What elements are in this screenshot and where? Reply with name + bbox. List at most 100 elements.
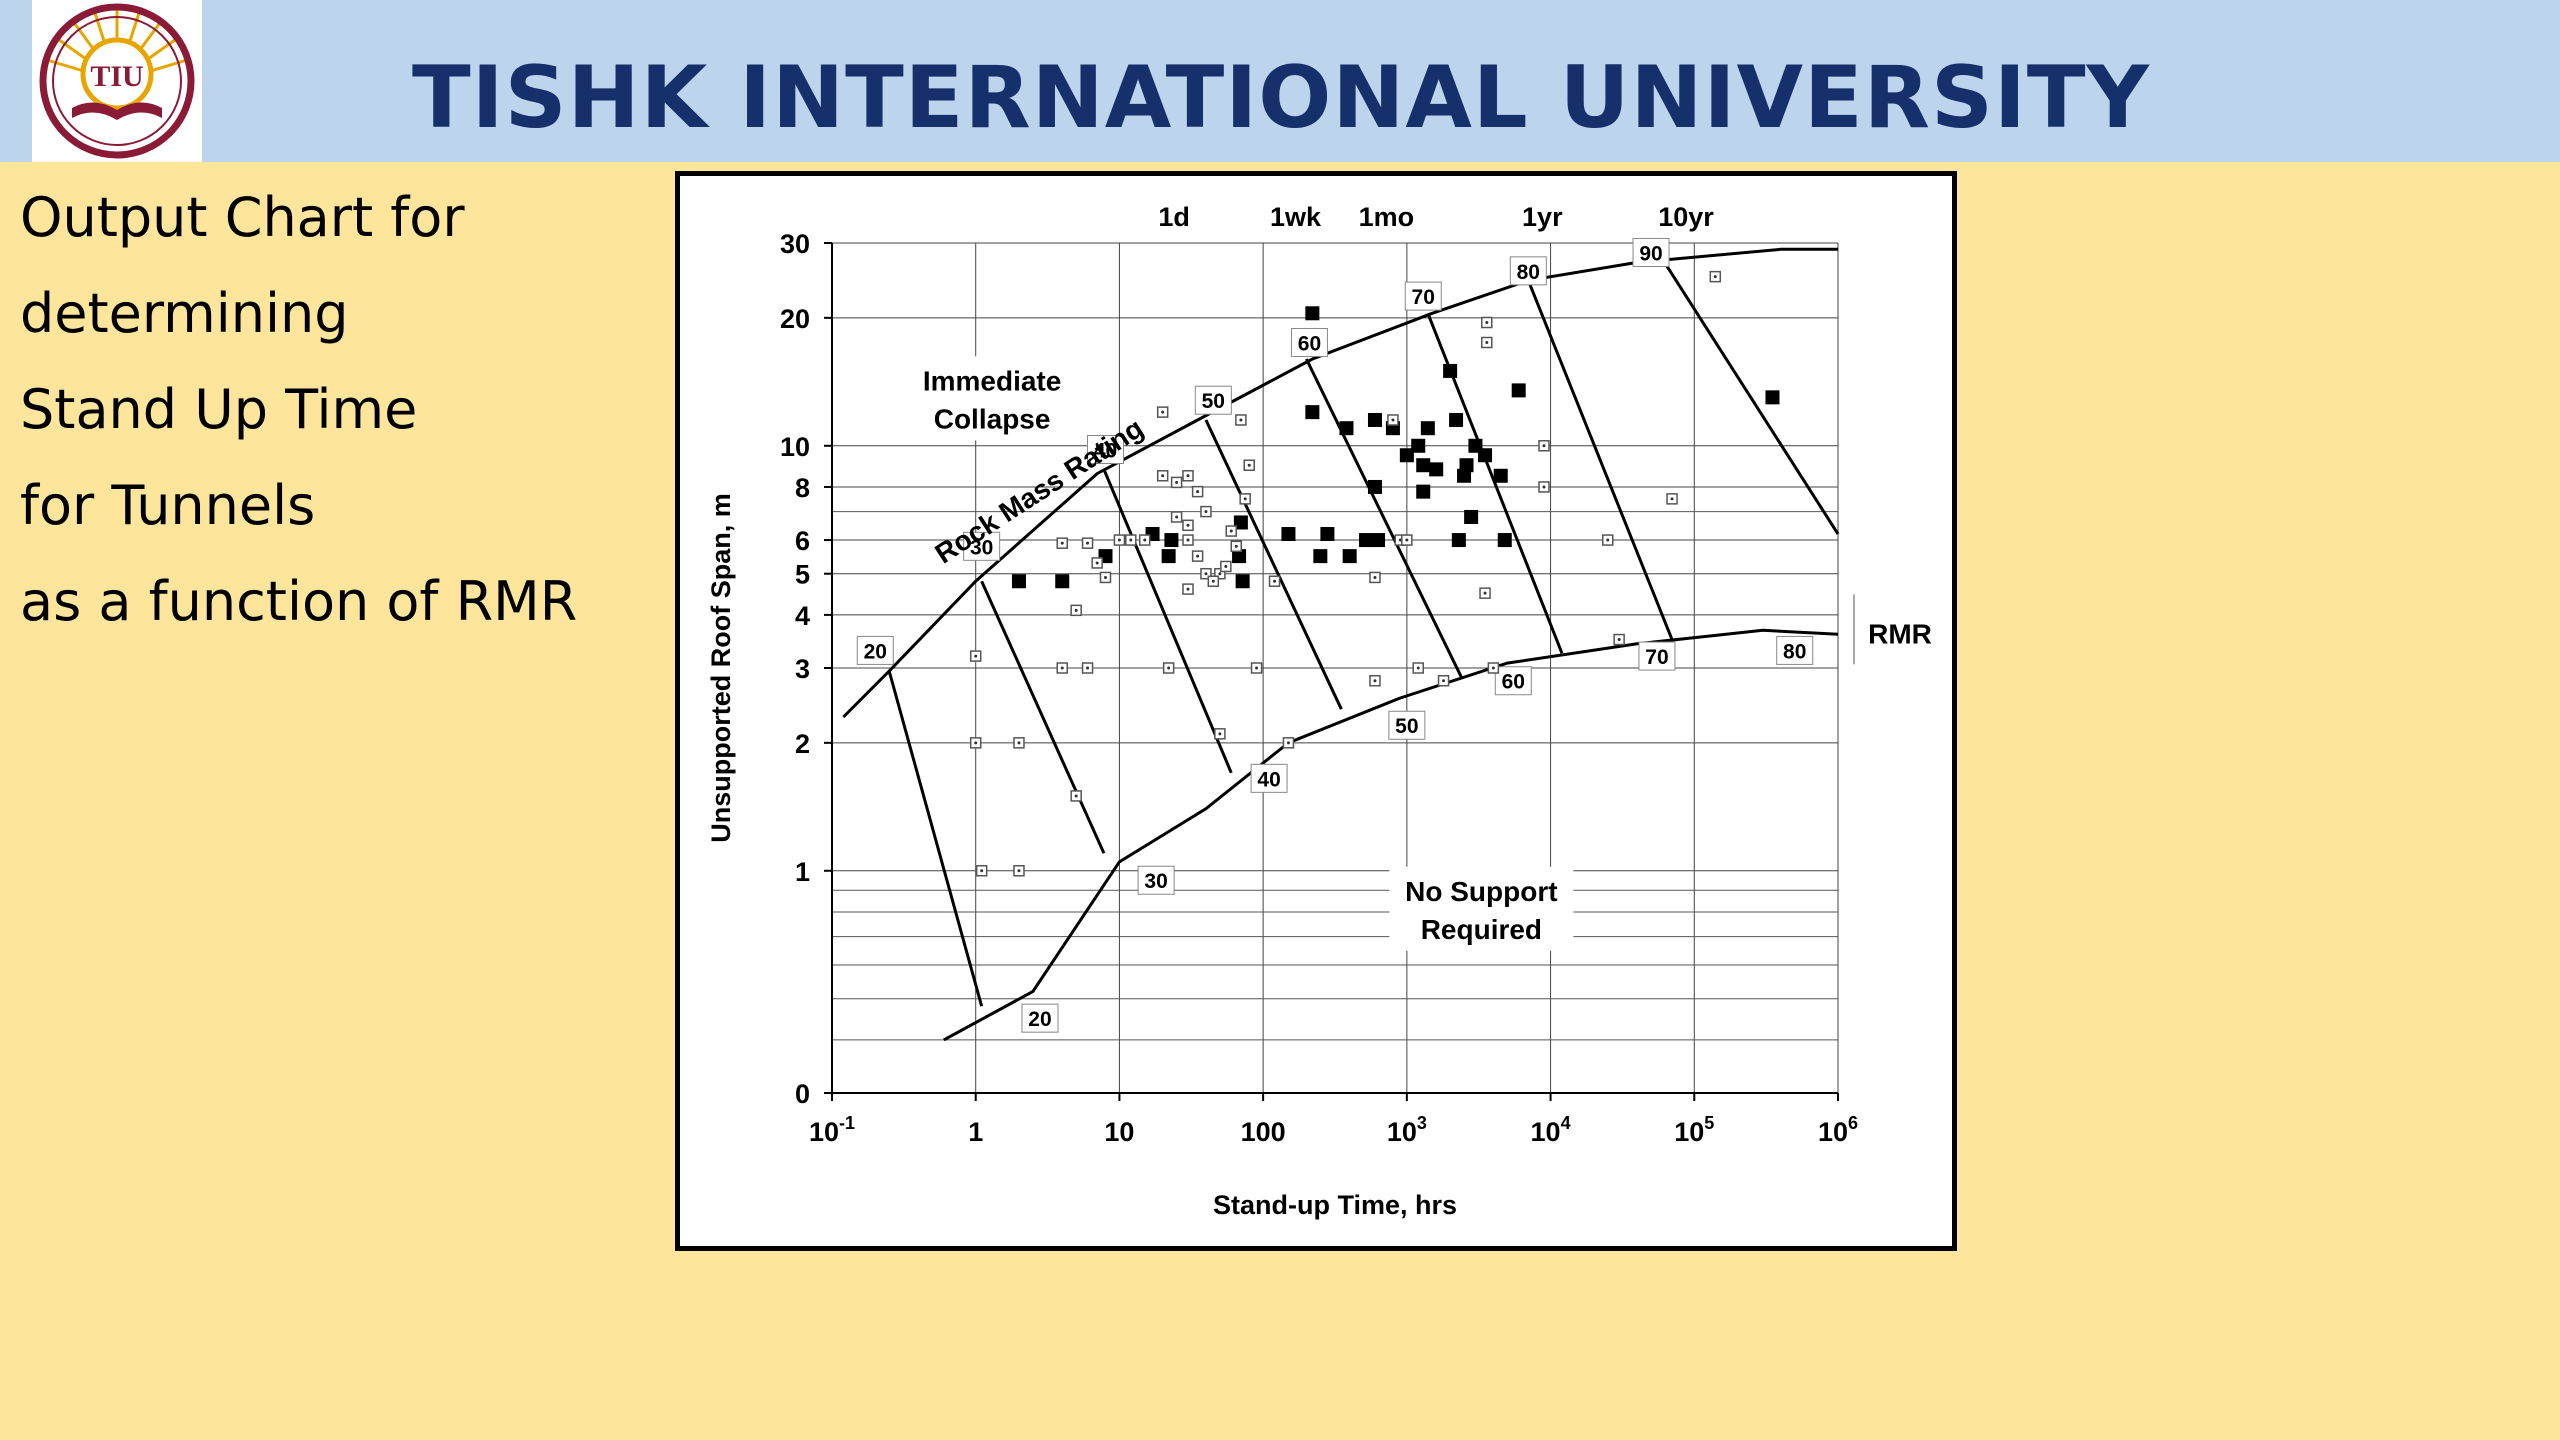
data-point-center [1483, 591, 1487, 595]
university-logo: TIU [32, 0, 202, 162]
data-point [1457, 468, 1472, 483]
data-point-center [1373, 679, 1377, 683]
rmr-upper-label-box [1290, 327, 1328, 357]
rmr-upper-label-box [1194, 385, 1232, 415]
data-point-center [1086, 666, 1090, 670]
data-point-center [1129, 538, 1133, 542]
y-tick-label: 20 [780, 304, 810, 334]
rmr-upper-label: 80 [1517, 261, 1540, 284]
data-point-center [1095, 561, 1099, 565]
data-point-center [1286, 741, 1290, 745]
rmr-upper-label: 50 [1202, 390, 1225, 413]
data-point-center [1074, 794, 1078, 798]
data-point [1367, 412, 1382, 427]
time-marker-label: 10yr [1658, 202, 1714, 232]
data-point [1313, 549, 1328, 564]
data-point [1511, 383, 1526, 398]
data-point [1420, 421, 1435, 436]
data-point-center [1017, 741, 1021, 745]
logo-text: TIU [90, 60, 143, 93]
region-label: Immediate [923, 365, 1062, 396]
y-tick-label: 3 [795, 654, 810, 684]
data-point-center [1186, 474, 1190, 478]
data-point-center [1074, 608, 1078, 612]
data-point-center [1175, 480, 1179, 484]
x-tick-label: 104 [1531, 1113, 1571, 1147]
data-point-center [974, 741, 978, 745]
data-point-center [1167, 666, 1171, 670]
data-point-center [1485, 340, 1489, 344]
region-label: Required [1421, 914, 1542, 945]
data-point [1161, 549, 1176, 564]
data-series [1011, 306, 1780, 589]
rmr-line [1305, 358, 1463, 679]
rmr-lower-label-box [1021, 1003, 1059, 1033]
data-point-center [1542, 485, 1546, 489]
data-point-center [1373, 575, 1377, 579]
logo-emblem: TIU [39, 3, 195, 159]
description-line: as a function of RMR [20, 570, 578, 633]
y-tick-label: 0 [795, 1079, 810, 1109]
description-line: Output Chart for [20, 186, 465, 249]
rmr-upper-label-box [1509, 256, 1547, 286]
x-tick-label: 1 [968, 1117, 983, 1147]
data-point-center [1186, 538, 1190, 542]
time-marker-label: 1yr [1522, 202, 1563, 232]
y-tick-label: 6 [795, 526, 810, 556]
y-tick-label: 5 [795, 560, 810, 590]
data-point-center [1060, 541, 1064, 545]
data-point [1342, 549, 1357, 564]
data-point-center [1161, 474, 1165, 478]
rmr-upper-label: 40 [1094, 440, 1117, 463]
y-tick-label: 2 [795, 729, 810, 759]
region-label: Collapse [934, 403, 1051, 434]
rmr-line [887, 670, 984, 1007]
data-series [969, 270, 1722, 877]
y-tick-label: 1 [795, 857, 810, 887]
data-point-center [1606, 538, 1610, 542]
data-point-center [1542, 444, 1546, 448]
data-point [1320, 527, 1335, 542]
chart-svg: 10-1 1 10 100 103 104 105 106 0 1 2 3 4 5 6 8 10 20 30 1d 1w… [706, 202, 1932, 1220]
rmr-lower-label-box [1776, 635, 1814, 665]
rmr-upper-label-box [1087, 435, 1125, 465]
x-tick-label: 10 [1104, 1117, 1134, 1147]
rmr-line [1102, 468, 1233, 774]
data-point-center [1391, 418, 1395, 422]
region-label-bg [1389, 866, 1574, 951]
data-point [1765, 390, 1780, 405]
x-tick-label: 105 [1674, 1113, 1714, 1147]
rmr-lower-label-box [1638, 641, 1676, 671]
data-point-center [1060, 666, 1064, 670]
description-line: determining [20, 282, 349, 345]
y-tick-label: 8 [795, 473, 810, 503]
data-point-center [1204, 572, 1208, 576]
data-point [1367, 479, 1382, 494]
rmr-line [1661, 258, 1840, 535]
data-point-center [1175, 515, 1179, 519]
time-marker-label: 1wk [1270, 202, 1322, 232]
description-line: Stand Up Time [20, 378, 418, 441]
data-point-center [1224, 564, 1228, 568]
rmr-lower-label: 30 [1144, 870, 1167, 893]
data-point [1164, 533, 1179, 548]
lower-boundary-curve [943, 628, 1839, 1042]
y-tick-label: 10 [780, 432, 810, 462]
data-point-center [1104, 575, 1108, 579]
data-point-center [1117, 538, 1121, 542]
data-point [1459, 458, 1474, 473]
description-text: Output Chart for determining Stand Up Ti… [20, 170, 660, 650]
data-point [1493, 468, 1508, 483]
data-point-center [1218, 572, 1222, 576]
data-point-center [1211, 579, 1215, 583]
rmr-line [980, 580, 1106, 854]
rmr-upper-label: 90 [1639, 242, 1662, 265]
data-point-center [1239, 418, 1243, 422]
data-point-center [1255, 666, 1259, 670]
rmr-axis-label: RMR [1868, 618, 1932, 649]
data-point-center [1442, 679, 1446, 683]
data-point [1281, 527, 1296, 542]
x-axis-title: Stand-up Time, hrs [1213, 1190, 1457, 1220]
rmr-lower-label-box [1137, 865, 1175, 895]
data-point-center [1196, 490, 1200, 494]
